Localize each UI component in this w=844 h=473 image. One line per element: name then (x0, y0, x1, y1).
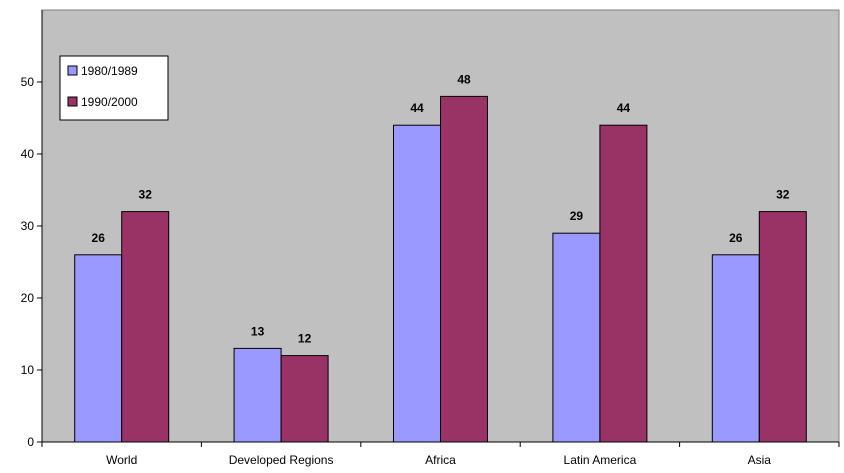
bar-1980-1989-asia (711, 254, 760, 443)
bar-1990-2000-world (121, 211, 170, 443)
x-category-label: Latin America (564, 453, 637, 467)
y-tick-label: 0 (27, 435, 34, 449)
bar-1990-2000-latin-america (599, 124, 648, 443)
data-label: 26 (729, 231, 743, 245)
data-label: 32 (139, 188, 153, 202)
bar-1980-1989-world (74, 254, 123, 443)
y-tick-label: 20 (21, 291, 35, 305)
bar-1980-1989-africa (393, 124, 441, 443)
y-axis: 0 10 20 30 40 50 (21, 10, 43, 449)
bar-1980-1989-latin-america (552, 232, 601, 443)
x-category-label: Developed Regions (229, 453, 334, 467)
data-label: 26 (92, 231, 106, 245)
bar-1990-2000-developed-regions (280, 355, 329, 443)
legend-swatch-1980-1989 (67, 65, 78, 76)
x-category-label: World (106, 453, 137, 467)
legend: 1980/1989 1990/2000 (59, 55, 169, 121)
data-label: 32 (776, 188, 790, 202)
data-label: 13 (251, 324, 265, 338)
legend-box (59, 55, 169, 121)
x-category-label: Africa (425, 453, 456, 467)
y-tick-label: 30 (21, 219, 35, 233)
bar-1990-2000-asia (758, 211, 807, 443)
x-category-label: Asia (748, 453, 772, 467)
bar-1980-1989-developed-regions (233, 347, 282, 443)
bars-group (74, 95, 807, 443)
data-label: 48 (457, 72, 471, 86)
legend-label-1990-2000: 1990/2000 (81, 95, 138, 109)
data-label: 29 (570, 209, 584, 223)
data-labels-group: 26 32 13 12 44 48 29 44 26 32 (92, 72, 790, 345)
data-label: 44 (410, 101, 424, 115)
y-tick-label: 40 (21, 147, 35, 161)
legend-swatch-1990-2000 (67, 96, 78, 107)
data-label: 12 (298, 332, 312, 346)
data-label: 44 (617, 101, 631, 115)
y-tick-label: 10 (21, 363, 35, 377)
x-axis: World Developed Regions Africa Latin Americ… (41, 441, 840, 467)
legend-label-1980-1989: 1980/1989 (81, 64, 138, 78)
y-tick-label: 50 (21, 75, 35, 89)
bar-1990-2000-africa (440, 95, 488, 443)
